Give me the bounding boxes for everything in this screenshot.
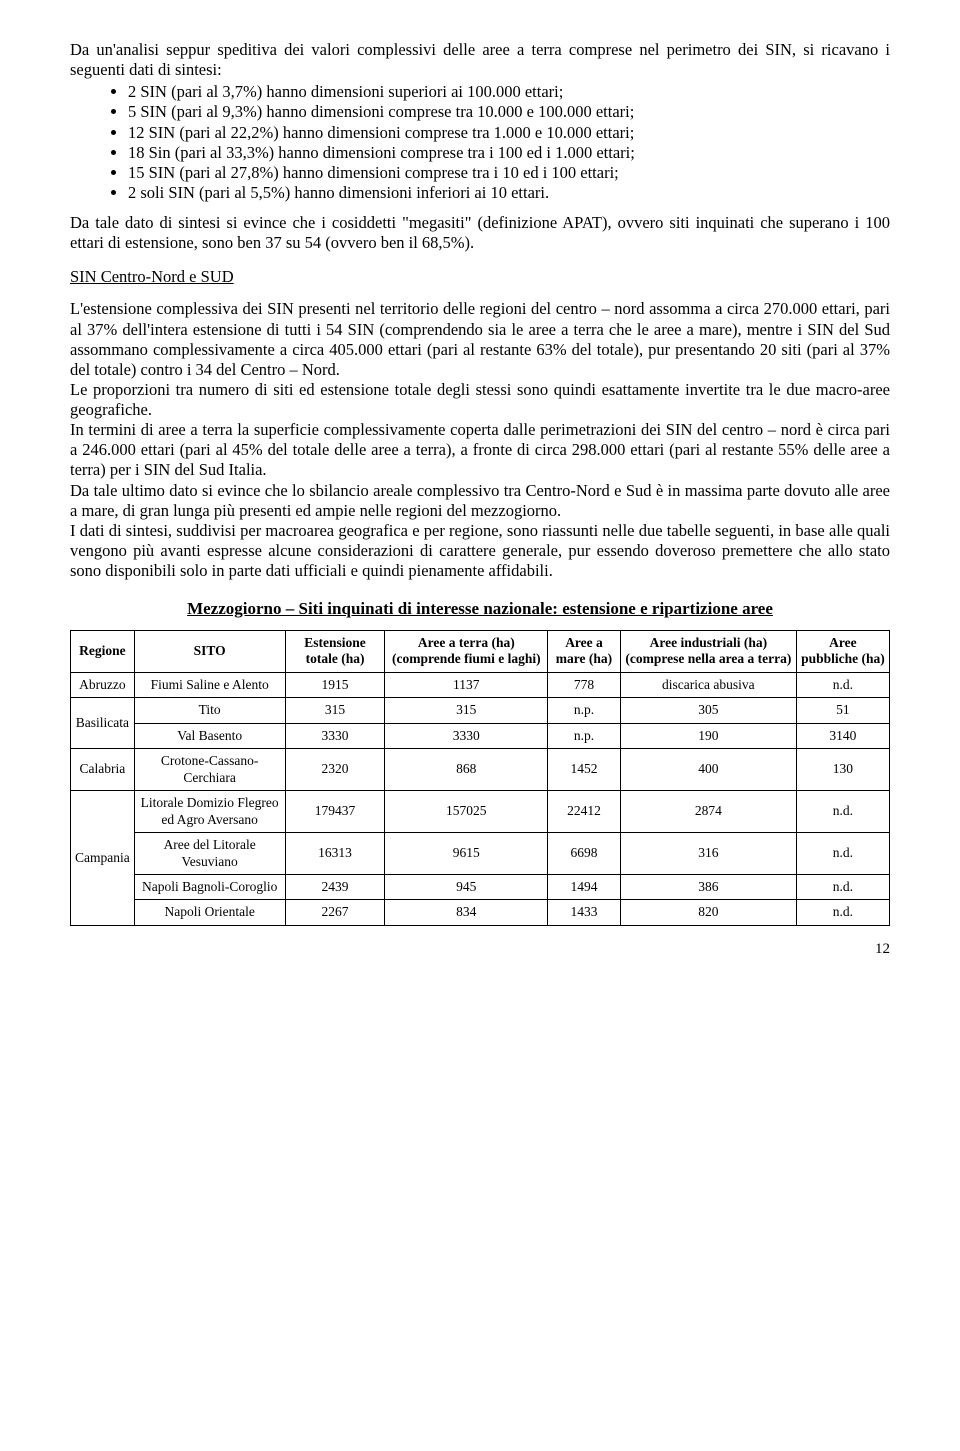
value-cell: 1452 [548,749,621,791]
bullet-item: 18 Sin (pari al 33,3%) hanno dimensioni … [128,143,890,163]
bullet-item: 5 SIN (pari al 9,3%) hanno dimensioni co… [128,102,890,122]
value-cell: 22412 [548,791,621,833]
table-header-cell: Aree a terra (ha) (comprende fiumi e lag… [385,630,548,672]
value-cell: 179437 [285,791,385,833]
value-cell: n.p. [548,723,621,748]
sito-cell: Napoli Bagnoli-Coroglio [134,875,285,900]
value-cell: 157025 [385,791,548,833]
value-cell: discarica abusiva [620,672,796,697]
bullet-item: 2 SIN (pari al 3,7%) hanno dimensioni su… [128,82,890,102]
value-cell: 2439 [285,875,385,900]
sito-cell: Aree del Litorale Vesuviano [134,833,285,875]
table-header-cell: Regione [71,630,135,672]
value-cell: 778 [548,672,621,697]
value-cell: 945 [385,875,548,900]
value-cell: 834 [385,900,548,925]
value-cell: 190 [620,723,796,748]
body-paragraph: L'estensione complessiva dei SIN present… [70,299,890,380]
sito-cell: Fiumi Saline e Alento [134,672,285,697]
value-cell: 1433 [548,900,621,925]
value-cell: 2874 [620,791,796,833]
page-number: 12 [70,940,890,958]
value-cell: 1494 [548,875,621,900]
bullet-item: 2 soli SIN (pari al 5,5%) hanno dimensio… [128,183,890,203]
value-cell: 315 [385,698,548,723]
table-row: Napoli Bagnoli-Coroglio24399451494386n.d… [71,875,890,900]
sito-cell: Napoli Orientale [134,900,285,925]
bullet-item: 15 SIN (pari al 27,8%) hanno dimensioni … [128,163,890,183]
value-cell: 3140 [796,723,889,748]
table-header-cell: Aree a mare (ha) [548,630,621,672]
table-row: CalabriaCrotone-Cassano-Cerchiara2320868… [71,749,890,791]
value-cell: n.d. [796,900,889,925]
region-cell: Calabria [71,749,135,791]
value-cell: 6698 [548,833,621,875]
bullet-list: 2 SIN (pari al 3,7%) hanno dimensioni su… [70,82,890,203]
section-heading-sin: SIN Centro-Nord e SUD [70,267,890,287]
value-cell: 316 [620,833,796,875]
table-row: Napoli Orientale22678341433820n.d. [71,900,890,925]
body-paragraph: Le proporzioni tra numero di siti ed est… [70,380,890,420]
sito-cell: Litorale Domizio Flegreo ed Agro Aversan… [134,791,285,833]
body-paragraph: In termini di aree a terra la superficie… [70,420,890,480]
value-cell: n.d. [796,791,889,833]
region-cell: Campania [71,791,135,926]
value-cell: 130 [796,749,889,791]
table-row: CampaniaLitorale Domizio Flegreo ed Agro… [71,791,890,833]
table-title: Mezzogiorno – Siti inquinati di interess… [70,599,890,620]
value-cell: n.d. [796,875,889,900]
value-cell: 315 [285,698,385,723]
value-cell: 305 [620,698,796,723]
table-header-cell: Aree industriali (ha) (comprese nella ar… [620,630,796,672]
bullet-item: 12 SIN (pari al 22,2%) hanno dimensioni … [128,123,890,143]
value-cell: 16313 [285,833,385,875]
value-cell: 868 [385,749,548,791]
table-row: BasilicataTito315315n.p.30551 [71,698,890,723]
sito-cell: Crotone-Cassano-Cerchiara [134,749,285,791]
value-cell: 400 [620,749,796,791]
data-table: RegioneSITOEstensione totale (ha)Aree a … [70,630,890,926]
body-paragraph: Da tale ultimo dato si evince che lo sbi… [70,481,890,521]
value-cell: 820 [620,900,796,925]
table-row: Val Basento33303330n.p.1903140 [71,723,890,748]
table-header-cell: Aree pubbliche (ha) [796,630,889,672]
body-paragraph: I dati di sintesi, suddivisi per macroar… [70,521,890,581]
region-cell: Basilicata [71,698,135,749]
table-header-cell: SITO [134,630,285,672]
value-cell: 1915 [285,672,385,697]
value-cell: 51 [796,698,889,723]
value-cell: n.d. [796,833,889,875]
sito-cell: Tito [134,698,285,723]
region-cell: Abruzzo [71,672,135,697]
value-cell: n.d. [796,672,889,697]
value-cell: 2320 [285,749,385,791]
value-cell: n.p. [548,698,621,723]
value-cell: 3330 [285,723,385,748]
value-cell: 1137 [385,672,548,697]
table-row: AbruzzoFiumi Saline e Alento19151137778d… [71,672,890,697]
paragraph-after-bullets: Da tale dato di sintesi si evince che i … [70,213,890,253]
table-header-cell: Estensione totale (ha) [285,630,385,672]
value-cell: 2267 [285,900,385,925]
table-row: Aree del Litorale Vesuviano1631396156698… [71,833,890,875]
value-cell: 3330 [385,723,548,748]
intro-paragraph: Da un'analisi seppur speditiva dei valor… [70,40,890,80]
value-cell: 386 [620,875,796,900]
sito-cell: Val Basento [134,723,285,748]
value-cell: 9615 [385,833,548,875]
